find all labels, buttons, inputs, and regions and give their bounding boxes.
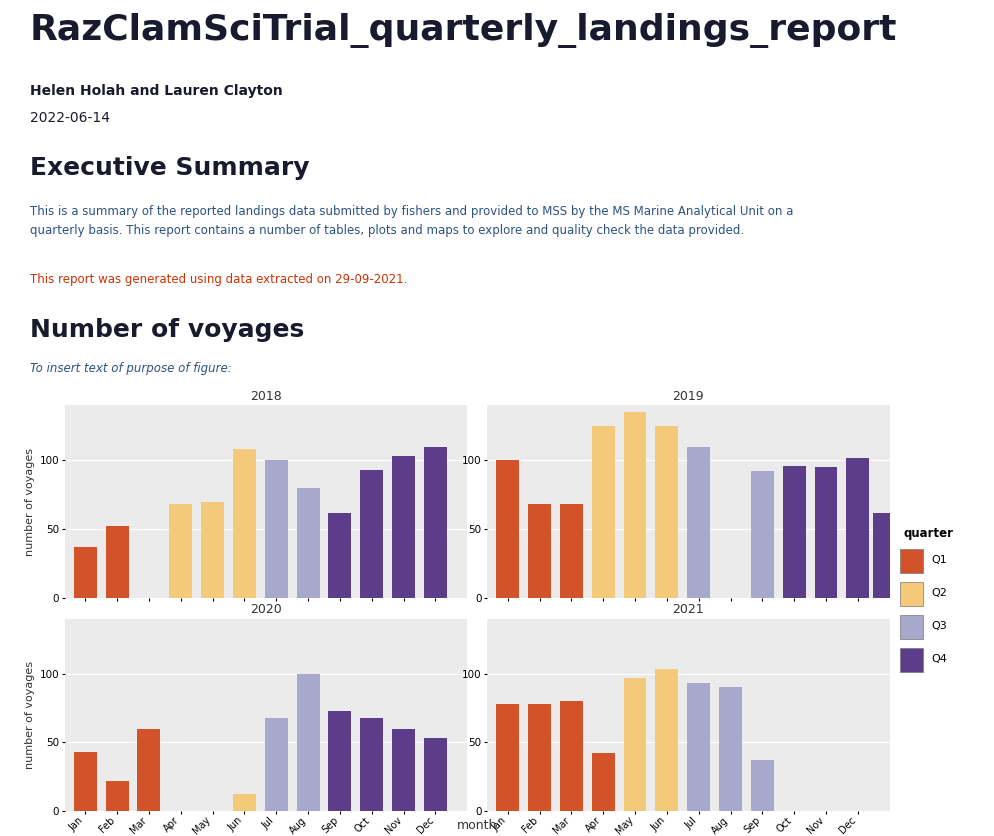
Text: This report was generated using data extracted on 29-09-2021.: This report was generated using data ext… [30,273,408,287]
Title: 2018: 2018 [250,390,281,403]
Title: 2020: 2020 [250,603,281,616]
Bar [496,461,519,598]
Bar [655,426,678,598]
Bar [687,446,710,598]
Text: Q1: Q1 [931,555,947,565]
Bar [105,527,128,598]
Bar [623,412,646,598]
Bar [360,470,383,598]
Text: month: month [457,818,497,832]
Bar [528,504,551,598]
Text: Executive Summary: Executive Summary [30,156,309,181]
Bar [591,753,614,811]
Bar [900,615,923,639]
Text: Helen Holah and Lauren Clayton: Helen Holah and Lauren Clayton [30,84,282,98]
Bar [874,512,897,598]
Text: 2022-06-14: 2022-06-14 [30,111,109,125]
Text: RazClamSciTrial_quarterly_landings_report: RazClamSciTrial_quarterly_landings_repor… [30,13,898,48]
Text: quarter: quarter [904,527,954,540]
Bar [233,450,255,598]
Bar [528,704,551,811]
Bar [423,446,447,598]
Bar [900,582,923,606]
Bar [105,781,128,811]
Bar [623,678,646,811]
Y-axis label: number of voyages: number of voyages [25,447,35,556]
Text: To insert text of purpose of figure:: To insert text of purpose of figure: [30,362,232,375]
Bar [169,504,192,598]
Bar [655,670,678,811]
Text: Number of voyages: Number of voyages [30,318,304,342]
Bar [296,674,319,811]
Text: Q2: Q2 [931,588,947,598]
Bar [687,683,710,811]
Y-axis label: number of voyages: number of voyages [25,660,35,769]
Bar [328,711,351,811]
Bar [201,502,224,598]
Bar [360,717,383,811]
Bar [900,648,923,672]
Bar [392,728,414,811]
Text: This is a summary of the reported landings data submitted by fishers and provide: This is a summary of the reported landin… [30,205,793,237]
Bar [423,738,447,811]
Text: Q3: Q3 [931,621,947,631]
Bar [750,760,773,811]
Bar [846,457,870,598]
Bar [900,548,923,573]
Bar [560,504,582,598]
Bar [496,704,519,811]
Text: Q4: Q4 [931,654,947,664]
Bar [296,488,319,598]
Bar [264,717,287,811]
Bar [233,794,255,811]
Bar [392,456,414,598]
Bar [814,467,837,598]
Bar [750,472,773,598]
Bar [74,547,96,598]
Bar [264,461,287,598]
Title: 2019: 2019 [673,390,704,403]
Bar [74,752,96,811]
Title: 2021: 2021 [673,603,704,616]
Bar [591,426,614,598]
Bar [137,728,160,811]
Bar [719,687,742,811]
Bar [560,701,582,811]
Bar [328,512,351,598]
Bar [782,466,805,598]
